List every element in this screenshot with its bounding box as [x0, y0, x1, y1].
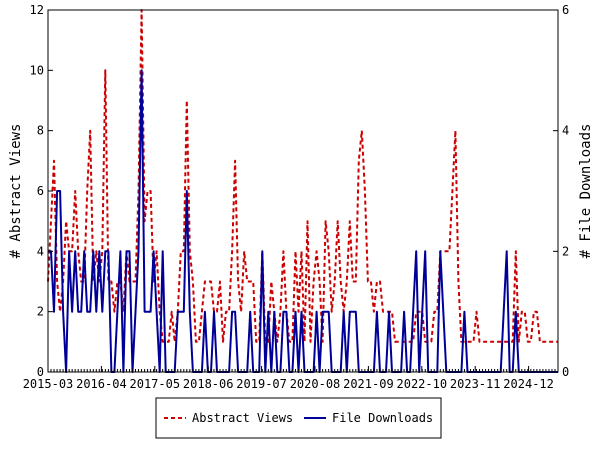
- axes-layer: 2015-03 2016-04 2017-05 2018-06 2019-07 2020-…: [23, 3, 570, 391]
- y2-tick-label: 4: [562, 124, 569, 138]
- legend-label-file-downloads: File Downloads: [332, 411, 433, 425]
- x-tick-label: 2016-04: [76, 377, 127, 391]
- y2-tick-label: 6: [562, 3, 569, 17]
- y2-axis-title: # File Downloads: [578, 124, 594, 259]
- legend: Abstract Views File Downloads: [155, 397, 442, 439]
- y2-tick-label: 2: [562, 244, 569, 258]
- x-tick-label: 2021-09: [343, 377, 394, 391]
- x-tick-label: 2017-05: [130, 377, 181, 391]
- x-tick-label: 2024-12: [503, 377, 554, 391]
- legend-label-abstract-views: Abstract Views: [192, 411, 293, 425]
- y-tick-label: 6: [37, 184, 44, 198]
- x-tick-label: 2015-03: [23, 377, 74, 391]
- x-tick-label: 2022-10: [397, 377, 448, 391]
- y-tick-label: 12: [30, 3, 44, 17]
- y2-tick-label: 0: [562, 365, 569, 379]
- x-tick-label: 2018-06: [183, 377, 234, 391]
- y-tick-label: 2: [37, 305, 44, 319]
- legend-box: [155, 397, 442, 439]
- y-tick-label: 4: [37, 244, 44, 258]
- x-tick-label: 2019-07: [236, 377, 287, 391]
- y-tick-label: 10: [30, 63, 44, 77]
- x-tick-label: 2023-11: [450, 377, 501, 391]
- y-axis-title: # Abstract Views: [8, 124, 24, 259]
- series-line-abstract-views: [47, 9, 558, 343]
- x-tick-label: 2020-08: [290, 377, 341, 391]
- y-tick-label: 0: [37, 365, 44, 379]
- y-tick-label: 8: [37, 124, 44, 138]
